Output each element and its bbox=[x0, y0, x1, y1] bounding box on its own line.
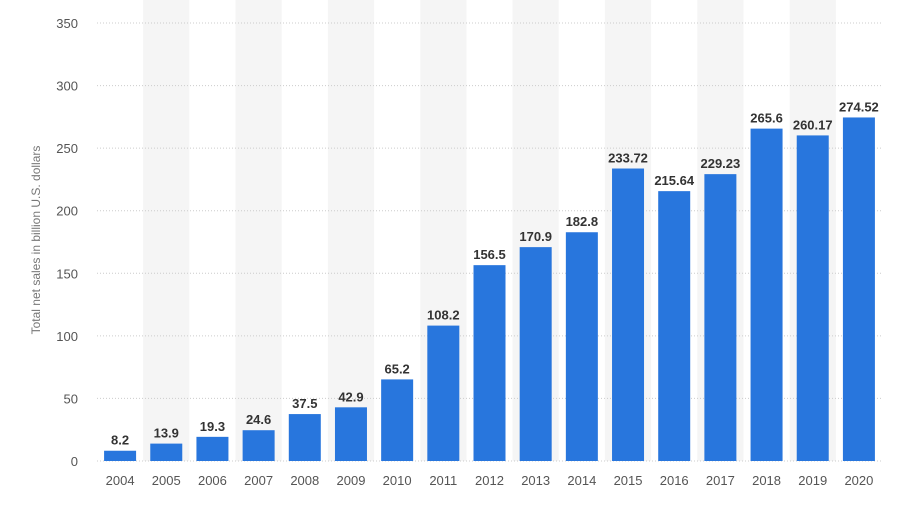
x-tick-label: 2005 bbox=[152, 473, 181, 488]
bar bbox=[704, 174, 737, 462]
bar bbox=[612, 168, 645, 461]
x-tick-label: 2008 bbox=[290, 473, 319, 488]
data-label: 274.52 bbox=[839, 99, 879, 114]
x-tick-label: 2020 bbox=[844, 473, 873, 488]
y-axis-label: Total net sales in billion U.S. dollars bbox=[29, 146, 43, 335]
bar bbox=[750, 128, 783, 461]
bar bbox=[473, 265, 506, 461]
data-label: 260.17 bbox=[793, 117, 833, 132]
y-tick-label: 250 bbox=[56, 141, 78, 156]
background-band bbox=[143, 0, 190, 461]
x-tick-label: 2012 bbox=[475, 473, 504, 488]
bar bbox=[565, 232, 598, 461]
x-tick-label: 2006 bbox=[198, 473, 227, 488]
data-label: 170.9 bbox=[519, 229, 552, 244]
x-tick-label: 2009 bbox=[337, 473, 366, 488]
data-label: 37.5 bbox=[292, 396, 317, 411]
x-tick-label: 2007 bbox=[244, 473, 273, 488]
data-label: 215.64 bbox=[654, 173, 695, 188]
bar bbox=[658, 191, 691, 461]
bar bbox=[242, 430, 275, 461]
y-axis-ticks: 0 50 100 150 200 250 300 350 bbox=[56, 16, 78, 469]
bar bbox=[796, 135, 829, 461]
data-label: 182.8 bbox=[566, 214, 599, 229]
data-label: 229.23 bbox=[700, 156, 740, 171]
data-label: 265.6 bbox=[750, 111, 783, 126]
x-axis-ticks: 2004 2005 2006 2007 2008 2009 2010 2011 2012 2013… bbox=[106, 473, 874, 488]
data-label: 65.2 bbox=[384, 361, 409, 376]
data-label: 24.6 bbox=[246, 412, 271, 427]
y-tick-label: 0 bbox=[71, 454, 78, 469]
y-tick-label: 50 bbox=[64, 391, 78, 406]
data-labels: 8.2 13.9 19.3 24.6 37.5 42.9 65.2 108.2 156.5 170… bbox=[111, 99, 879, 447]
x-tick-label: 2014 bbox=[567, 473, 596, 488]
bar bbox=[196, 436, 229, 461]
y-tick-label: 350 bbox=[56, 16, 78, 31]
x-tick-label: 2004 bbox=[106, 473, 135, 488]
bar bbox=[104, 450, 137, 461]
x-tick-label: 2015 bbox=[614, 473, 643, 488]
data-label: 13.9 bbox=[154, 426, 179, 441]
data-label: 8.2 bbox=[111, 433, 129, 448]
data-label: 19.3 bbox=[200, 419, 225, 434]
x-tick-label: 2011 bbox=[429, 473, 457, 488]
y-tick-label: 150 bbox=[56, 266, 78, 281]
bar bbox=[288, 414, 321, 461]
bar bbox=[381, 379, 414, 461]
x-tick-label: 2013 bbox=[521, 473, 550, 488]
data-label: 42.9 bbox=[338, 389, 363, 404]
y-tick-label: 200 bbox=[56, 204, 78, 219]
data-label: 233.72 bbox=[608, 151, 648, 166]
x-tick-label: 2016 bbox=[660, 473, 689, 488]
data-label: 156.5 bbox=[473, 247, 506, 262]
x-tick-label: 2019 bbox=[798, 473, 827, 488]
bars bbox=[104, 117, 875, 462]
x-tick-label: 2018 bbox=[752, 473, 781, 488]
bar bbox=[334, 407, 367, 461]
y-tick-label: 100 bbox=[56, 329, 78, 344]
x-tick-label: 2010 bbox=[383, 473, 412, 488]
bar bbox=[842, 117, 875, 461]
data-label: 108.2 bbox=[427, 308, 460, 323]
bar bbox=[519, 247, 552, 461]
background-band bbox=[327, 0, 375, 461]
bar bbox=[427, 325, 460, 461]
bar bbox=[150, 443, 183, 461]
x-tick-label: 2017 bbox=[706, 473, 735, 488]
background-band bbox=[235, 0, 282, 461]
y-tick-label: 300 bbox=[56, 79, 78, 94]
